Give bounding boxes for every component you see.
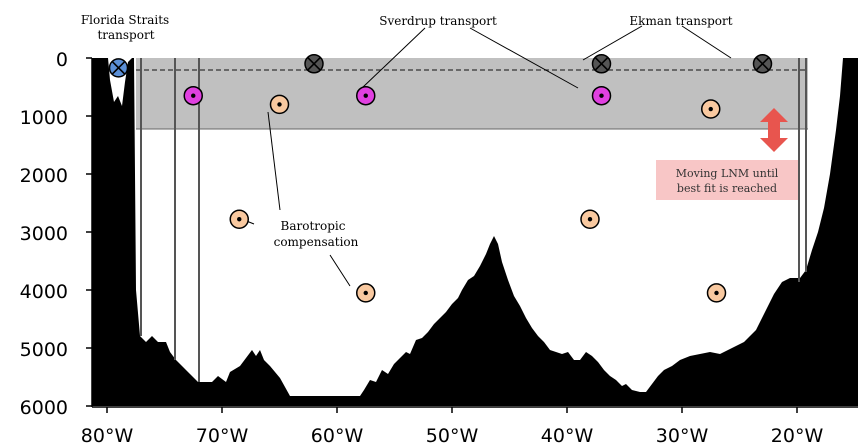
florida-marker-0 [108,58,129,78]
layer-band [136,58,808,129]
y-tick-2000: 2000 [20,165,68,187]
y-tick-4000: 4000 [20,281,68,303]
lnm-label-line1: Moving LNM until [676,167,779,180]
ekman-marker-0 [304,54,324,74]
barotropic-label-line1: Barotropic [281,219,346,233]
x-tick-30w: 30°W [656,425,709,447]
ekman-label: Ekman transport [629,14,732,28]
x-tick-50w: 50°W [426,425,479,447]
x-tick-60w: 60°W [311,425,364,447]
x-tick-marks [106,407,798,413]
barotropic-marker-2 [229,209,249,229]
x-tick-70w: 70°W [196,425,249,447]
ekman-marker-1 [591,54,612,74]
y-tick-5000: 5000 [20,339,68,361]
lnm-label-line2: best fit is reached [677,182,777,195]
y-tick-3000: 3000 [20,223,68,245]
florida-label-line2: transport [97,28,154,42]
ekman-marker-2 [752,54,773,74]
sverdrup-marker-1 [356,85,376,106]
y-tick-marks [86,57,92,407]
sverdrup-label: Sverdrup transport [379,14,497,28]
station-lines [140,58,807,382]
markers-layer [108,54,773,303]
sverdrup-marker-0 [183,85,203,106]
barotropic-marker-4 [356,283,376,303]
barotropic-marker-5 [706,283,727,303]
bathymetry [92,58,858,406]
x-tick-80w: 80°W [81,425,134,447]
florida-label-line1: Florida Straits [81,13,169,27]
sverdrup-marker-2 [591,85,612,106]
x-tick-20w: 20°W [771,425,824,447]
barotropic-marker-0 [269,94,290,115]
barotropic-marker-3 [580,209,600,229]
barotropic-label-line2: compensation [274,235,359,249]
annotation-leaders [243,25,732,287]
y-tick-6000: 6000 [20,397,68,419]
barotropic-marker-1 [701,99,721,119]
y-tick-0: 0 [56,49,68,71]
y-tick-1000: 1000 [20,107,68,129]
x-tick-40w: 40°W [541,425,594,447]
double-arrow-icon [760,108,788,152]
lnm-box [656,160,798,200]
